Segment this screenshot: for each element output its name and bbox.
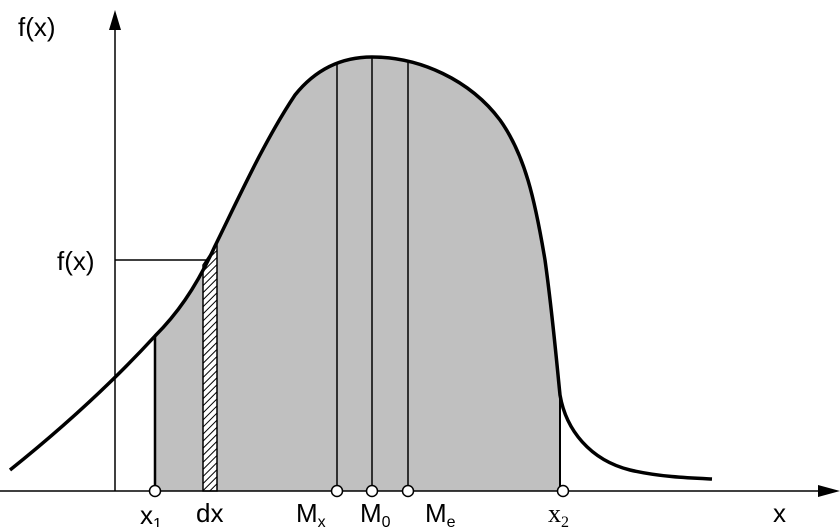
label-m0: M0 bbox=[360, 498, 391, 527]
label-dx: dx bbox=[196, 498, 223, 527]
density-curve bbox=[8, 55, 713, 481]
y-axis-label: f(x) bbox=[18, 12, 56, 42]
dx-strip bbox=[202, 241, 218, 492]
fx-marker-label: f(x) bbox=[57, 246, 95, 276]
x-axis-arrow bbox=[818, 485, 840, 497]
x-axis-label: x bbox=[773, 498, 786, 527]
point-x1 bbox=[148, 484, 162, 498]
label-me: Me bbox=[425, 498, 456, 527]
label-x1: x1 bbox=[140, 500, 162, 527]
label-mx: Mx bbox=[296, 498, 326, 527]
point-me bbox=[401, 484, 415, 498]
point-x2 bbox=[556, 484, 570, 498]
label-x2: x2 bbox=[548, 499, 569, 527]
point-mx bbox=[330, 484, 344, 498]
y-axis-arrow bbox=[109, 10, 121, 30]
point-m0 bbox=[365, 484, 379, 498]
